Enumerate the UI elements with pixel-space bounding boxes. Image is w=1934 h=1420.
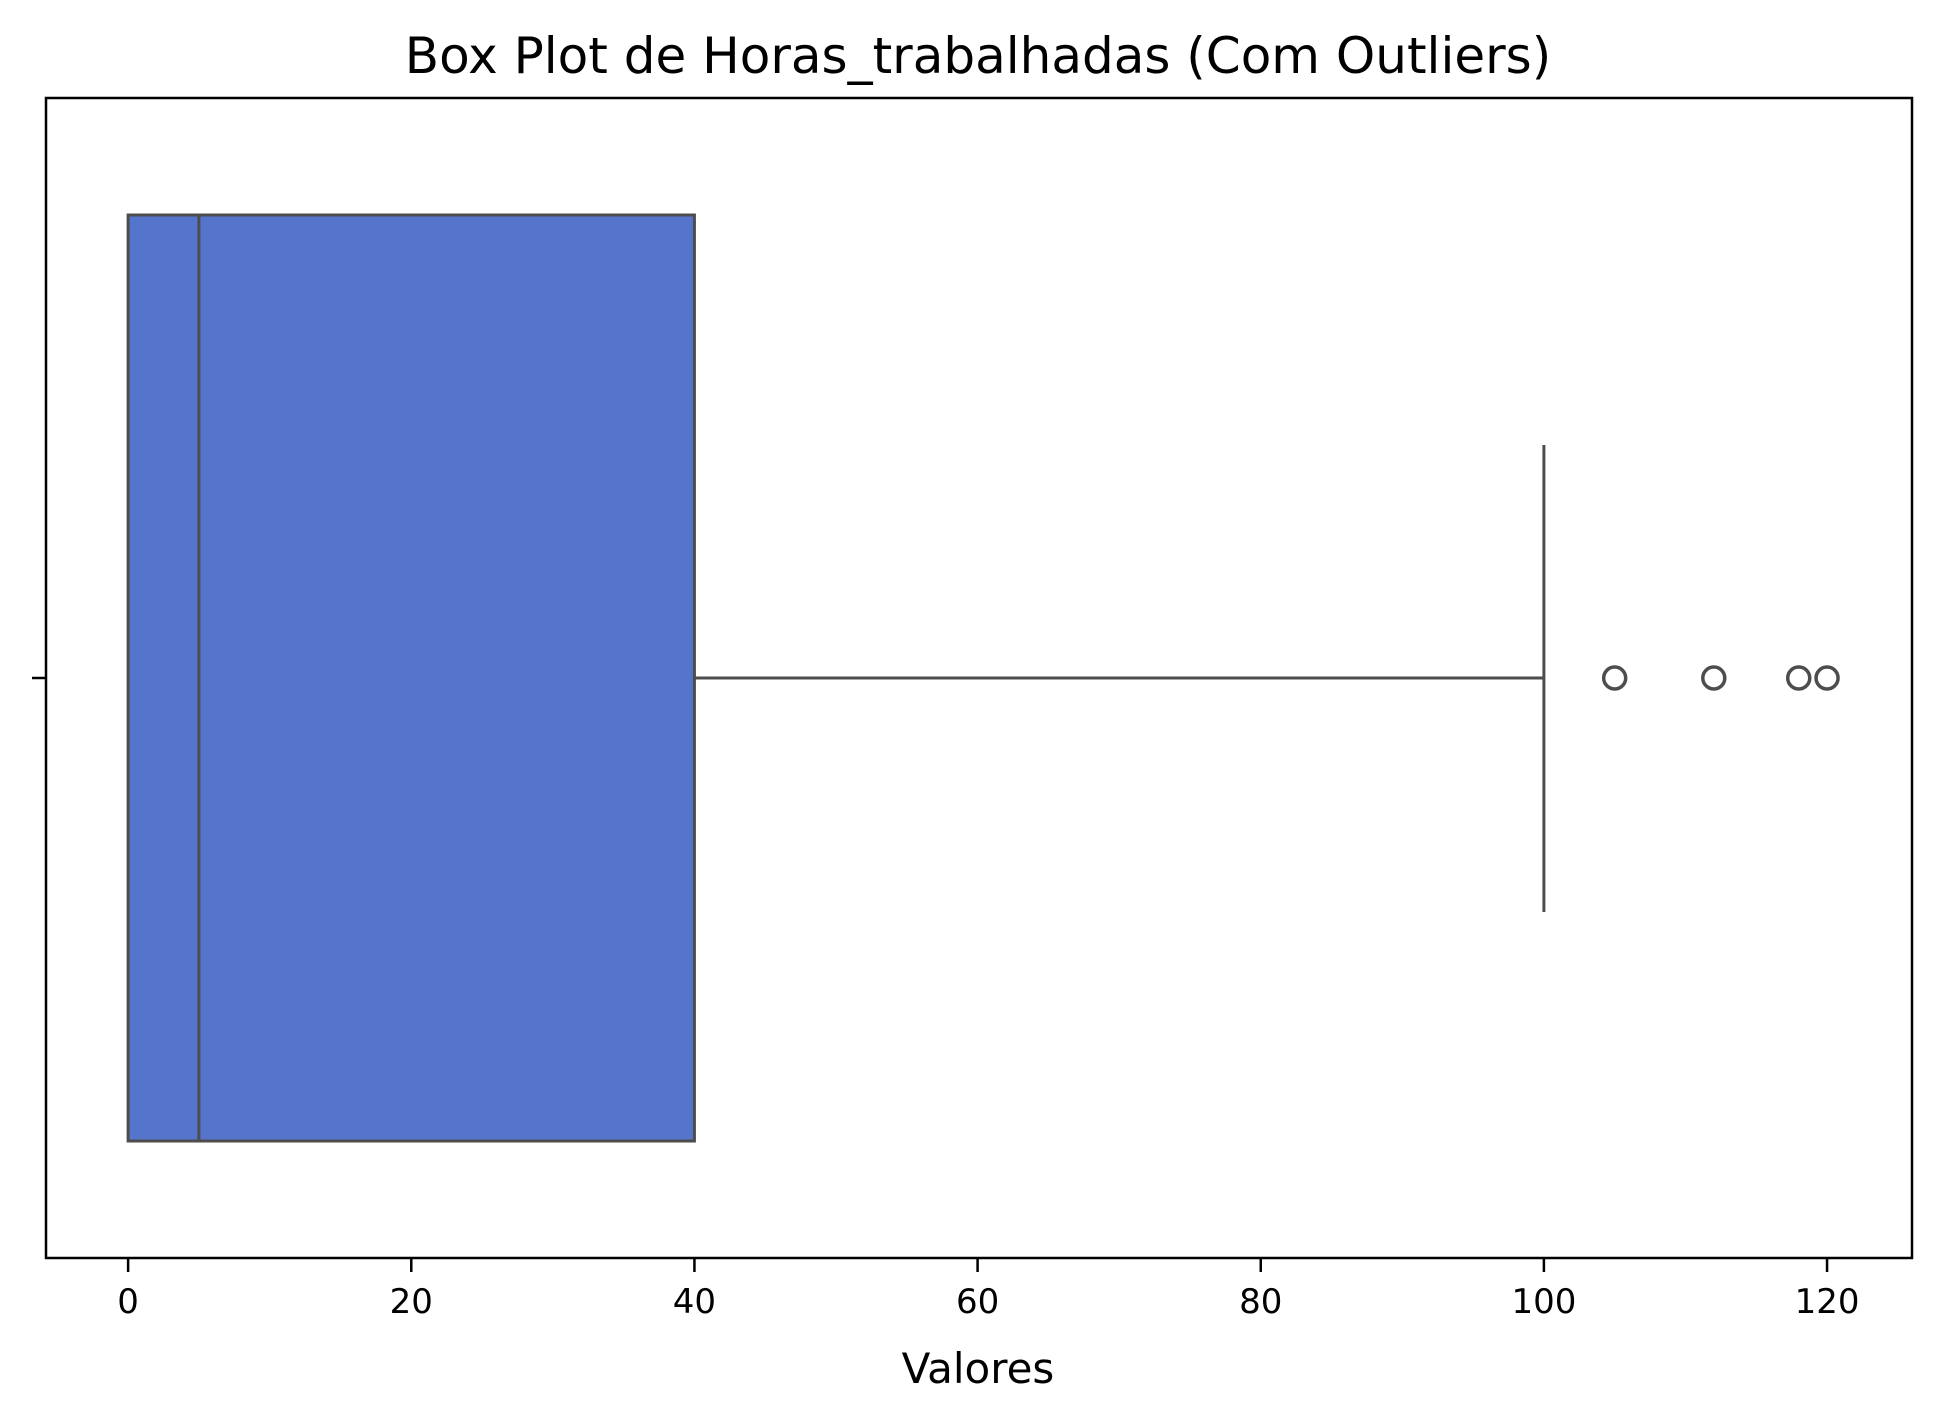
outlier-point — [1785, 665, 1812, 691]
x-tick-label: 100 — [1511, 1282, 1576, 1322]
chart-title: Box Plot de Horas_trabalhadas (Com Outli… — [405, 27, 1551, 85]
iqr-box — [126, 213, 696, 1143]
x-tick-label: 120 — [1795, 1282, 1860, 1322]
x-tick-label: 20 — [390, 1282, 433, 1322]
outlier-point — [1814, 665, 1840, 691]
plot-area — [126, 213, 1840, 1143]
x-tick-label: 0 — [117, 1282, 139, 1322]
outlier-point — [1601, 665, 1628, 691]
x-tick-label: 60 — [956, 1282, 999, 1322]
x-axis-ticks: 0 20 40 60 80 100 120 — [117, 1258, 1860, 1322]
x-tick-label: 40 — [673, 1282, 716, 1322]
x-axis-label: Valores — [902, 1344, 1055, 1393]
outlier-point — [1701, 665, 1727, 691]
x-tick-label: 80 — [1239, 1282, 1282, 1322]
